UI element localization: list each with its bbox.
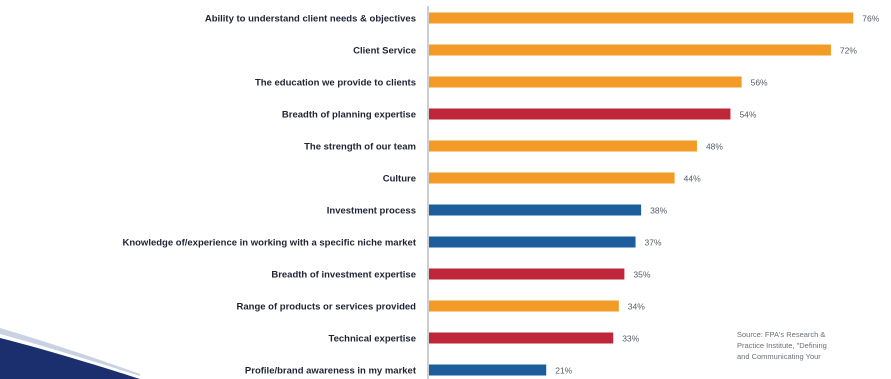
value-label: 56% xyxy=(751,78,768,88)
value-label: 38% xyxy=(650,206,667,216)
value-label: 48% xyxy=(706,142,723,152)
bar xyxy=(429,300,619,312)
category-label: Knowledge of/experience in working with … xyxy=(122,238,416,249)
bar xyxy=(429,332,614,344)
category-label: Breadth of investment expertise xyxy=(271,270,416,281)
value-label: 35% xyxy=(633,270,650,280)
source-note-line: and Communicating Your xyxy=(737,352,821,361)
category-label: The education we provide to clients xyxy=(255,78,416,89)
category-label: Technical expertise xyxy=(329,334,416,345)
source-note-line: Source: FPA's Research & xyxy=(737,330,826,339)
category-label: Profile/brand awareness in my market xyxy=(245,366,417,377)
bar xyxy=(429,268,625,280)
bar xyxy=(429,140,697,152)
category-label: Ability to understand client needs & obj… xyxy=(205,14,416,25)
bar xyxy=(429,204,642,216)
value-label: 44% xyxy=(684,174,701,184)
value-label: 21% xyxy=(555,366,572,376)
category-label: Breadth of planning expertise xyxy=(282,110,416,121)
value-label: 34% xyxy=(628,302,645,312)
category-label: Investment process xyxy=(327,206,416,217)
source-note-line: Practice Institute, "Defining xyxy=(737,341,827,350)
value-label: 76% xyxy=(862,14,879,24)
category-label: Range of products or services provided xyxy=(237,302,417,313)
bar xyxy=(429,12,854,24)
value-label: 33% xyxy=(622,334,639,344)
category-label: Client Service xyxy=(353,46,416,57)
bar xyxy=(429,76,742,88)
bar xyxy=(429,364,547,376)
decorative-swoosh xyxy=(0,328,140,379)
value-label: 54% xyxy=(739,110,756,120)
bar xyxy=(429,108,731,120)
category-label: Culture xyxy=(383,174,416,185)
category-label: The strength of our team xyxy=(304,142,416,153)
value-label: 72% xyxy=(840,46,857,56)
source-note: Source: FPA's Research & Practice Instit… xyxy=(737,329,887,362)
value-label: 37% xyxy=(645,238,662,248)
bars-group: Ability to understand client needs & obj… xyxy=(122,12,880,377)
bar xyxy=(429,236,636,248)
bar xyxy=(429,172,675,184)
bar xyxy=(429,44,831,56)
